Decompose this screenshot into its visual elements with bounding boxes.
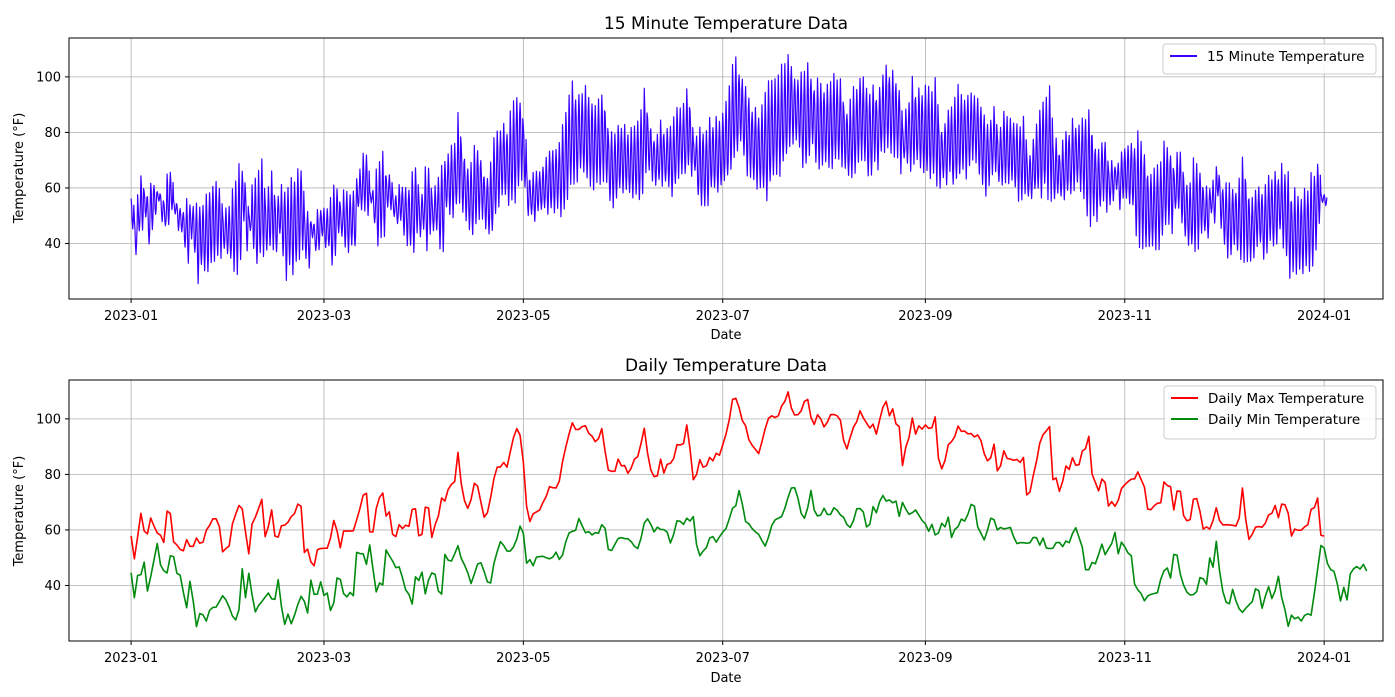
x-tick-label: 2023-03 — [297, 309, 351, 324]
x-tick-label: 2023-05 — [496, 651, 550, 666]
x-tick-label: 2023-09 — [898, 309, 952, 324]
x-tick-label: 2023-07 — [696, 309, 750, 324]
chart-15-minute: 15 Minute Temperature Data 2023-01 2023-0… — [12, 14, 1384, 343]
x-tick-label: 2023-01 — [104, 651, 158, 666]
legend: 15 Minute Temperature — [1162, 43, 1377, 75]
legend-label: Daily Min Temperature — [1208, 412, 1360, 428]
y-tick-label: 60 — [44, 181, 61, 196]
x-tick-label: 2023-11 — [1098, 309, 1152, 324]
y-tick-label: 80 — [44, 468, 61, 483]
x-tick-label: 2024-01 — [1297, 651, 1351, 666]
axes-frame — [68, 379, 1384, 642]
legend-box — [1163, 385, 1377, 440]
x-tick-label: 2023-03 — [297, 651, 351, 666]
y-axis: 40 60 80 100 — [36, 412, 69, 594]
legend-label: Daily Max Temperature — [1208, 391, 1364, 407]
x-tick-label: 2024-01 — [1297, 309, 1351, 324]
y-tick-label: 60 — [44, 523, 61, 538]
x-axis-label: Date — [710, 671, 741, 686]
chart-title: Daily Temperature Data — [625, 356, 827, 376]
x-tick-label: 2023-09 — [898, 651, 952, 666]
series-line-daily-max — [130, 391, 1325, 567]
x-tick-label: 2023-11 — [1098, 651, 1152, 666]
axes-frame — [68, 37, 1384, 300]
plot-area — [130, 391, 1368, 628]
y-tick-label: 40 — [44, 579, 61, 594]
legend: Daily Max Temperature Daily Min Temperatu… — [1163, 385, 1377, 440]
chart-title: 15 Minute Temperature Data — [604, 14, 848, 34]
x-axis: 2023-01 2023-03 2023-05 2023-07 2023-09 2023-… — [104, 299, 1351, 324]
y-tick-label: 40 — [44, 237, 61, 252]
legend-label: 15 Minute Temperature — [1207, 49, 1364, 65]
y-axis-label: Temperature (°F) — [12, 456, 27, 568]
x-axis: 2023-01 2023-03 2023-05 2023-07 2023-09 2023-… — [104, 641, 1351, 666]
x-tick-label: 2023-05 — [496, 309, 550, 324]
y-tick-label: 100 — [36, 70, 61, 85]
x-tick-label: 2023-07 — [696, 651, 750, 666]
x-axis-label: Date — [710, 328, 741, 343]
y-tick-label: 100 — [36, 412, 61, 427]
series-line-15-minute — [130, 54, 1328, 285]
legend-box — [1162, 43, 1377, 75]
plot-area — [130, 54, 1328, 285]
y-axis-label: Temperature (°F) — [12, 113, 27, 225]
y-axis: 40 60 80 100 — [36, 70, 69, 252]
y-tick-label: 80 — [44, 126, 61, 141]
x-tick-label: 2023-01 — [104, 309, 158, 324]
chart-daily: Daily Temperature Data 2023-01 2023-03 202… — [12, 356, 1384, 686]
series-line-daily-min — [130, 486, 1368, 628]
